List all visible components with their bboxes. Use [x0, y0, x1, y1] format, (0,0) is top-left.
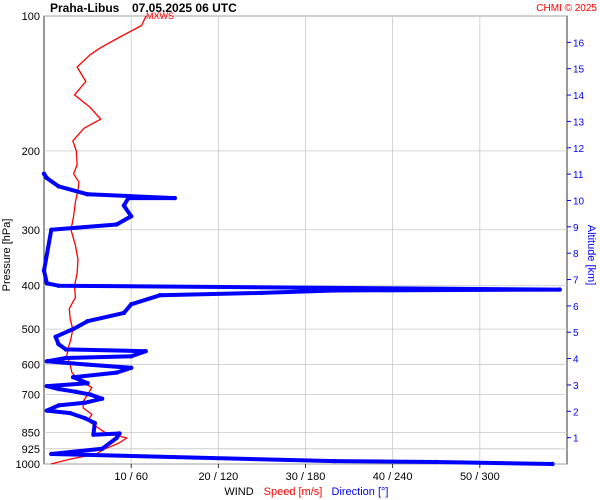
wind-direction-point [259, 290, 265, 296]
wind-direction-point [129, 354, 134, 359]
wind-direction-point [41, 171, 47, 176]
wind-direction-point [114, 435, 119, 441]
wind-direction-point [114, 370, 119, 375]
pressure-tick-label: 100 [22, 11, 40, 23]
wind-direction-point [88, 392, 93, 397]
x-axis-label-speed: Speed [m/s] [264, 486, 323, 498]
pressure-tick-label: 400 [22, 281, 40, 293]
wind-direction-point [82, 400, 87, 405]
altitude-tick-label: 11 [573, 170, 584, 181]
wind-direction-point [85, 381, 90, 386]
altitude-tick-label: 13 [573, 117, 585, 128]
altitude-tick-label: 12 [573, 144, 585, 155]
wind-direction-point [99, 396, 105, 401]
wind-direction-point [126, 195, 131, 201]
wind-direction-point [143, 349, 148, 354]
altitude-tick-label: 10 [573, 196, 585, 207]
pressure-axis-label: Pressure [hPa] [1, 219, 13, 292]
wind-direction-point [63, 347, 68, 352]
wind-direction-point [121, 310, 127, 316]
altitude-tick-label: 7 [573, 276, 579, 287]
pressure-tick-label: 925 [22, 444, 40, 456]
altitude-tick-label: 3 [573, 381, 579, 392]
wind-direction-point [99, 446, 105, 451]
wind-direction-point [56, 403, 61, 408]
wind-direction-point [158, 293, 163, 298]
wind-direction-point [129, 365, 134, 370]
pressure-tick-label: 200 [22, 146, 40, 158]
wind-direction-point [44, 383, 50, 389]
wind-direction-point [53, 334, 58, 339]
wind-direction-point [44, 408, 50, 413]
x-tick-label: 40 / 240 [373, 471, 413, 483]
wind-direction-point [92, 420, 98, 426]
altitude-tick-label: 1 [573, 434, 579, 445]
altitude-tick-label: 8 [573, 249, 579, 260]
mxws-label: MXWS [146, 11, 174, 21]
wind-direction-point [49, 227, 54, 232]
sounding-datetime: 07.05.2025 06 UTC [132, 1, 237, 15]
wind-direction-point [44, 359, 50, 364]
altitude-tick-label: 4 [573, 355, 579, 366]
wind-direction-point [129, 302, 134, 307]
altitude-tick-label: 16 [573, 38, 585, 49]
altitude-tick-label: 2 [573, 407, 579, 418]
wind-direction-point [68, 410, 73, 416]
pressure-tick-label: 1000 [16, 459, 40, 471]
pressure-tick-label: 600 [22, 360, 40, 372]
station-name: Praha-Libus [50, 1, 120, 15]
copyright-label: CHMI © 2025 [536, 3, 597, 14]
wind-direction-point [434, 459, 439, 465]
altitude-tick-label: 15 [573, 65, 585, 76]
wind-direction-point [49, 451, 54, 457]
x-tick-label: 50 / 300 [460, 471, 500, 483]
wind-direction-point [82, 415, 87, 421]
wind-direction-point [56, 184, 61, 189]
wind-direction-point [70, 375, 76, 380]
wind-direction-point [73, 389, 79, 394]
x-axis-label-wind: WIND [224, 486, 253, 498]
wind-direction-point [117, 431, 122, 436]
wind-direction-point [85, 192, 90, 197]
wind-direction-point [172, 195, 177, 201]
x-tick-label: 20 / 120 [198, 471, 238, 483]
x-tick-label: 10 / 60 [114, 471, 148, 483]
wind-direction-point [91, 432, 96, 437]
wind-direction-point [557, 287, 562, 292]
wind-direction-point [56, 341, 61, 347]
altitude-tick-label: 14 [573, 91, 585, 102]
wind-direction-point [44, 175, 50, 181]
wind-direction-point [56, 386, 61, 392]
wind-direction-point [56, 283, 61, 288]
x-tick-label: 30 / 180 [286, 471, 326, 483]
altitude-tick-label: 6 [573, 302, 579, 313]
wind-direction-point [41, 268, 47, 273]
pressure-tick-label: 700 [22, 390, 40, 402]
wind-direction-point [121, 203, 127, 208]
wind-direction-point [114, 222, 119, 227]
wind-direction-point [85, 319, 90, 324]
altitude-tick-label: 9 [573, 223, 579, 234]
wind-direction-line [42, 171, 562, 466]
wind-direction-point [85, 362, 90, 367]
pressure-tick-label: 850 [22, 427, 40, 439]
pressure-tick-label: 500 [22, 324, 40, 336]
wind-direction-point [70, 326, 76, 332]
wind-direction-point [332, 288, 337, 293]
altitude-tick-label: 5 [573, 328, 579, 339]
wind-direction-point [129, 214, 134, 219]
altitude-axis-label: Altitude [km] [585, 225, 597, 286]
data-series [41, 15, 562, 467]
wind-direction-point [63, 355, 68, 361]
wind-direction-point [44, 281, 50, 286]
x-axis-label-direction: Direction [°] [332, 486, 389, 498]
pressure-tick-label: 300 [22, 225, 40, 237]
wind-direction-point [550, 461, 555, 467]
wind-direction-point [332, 458, 337, 464]
